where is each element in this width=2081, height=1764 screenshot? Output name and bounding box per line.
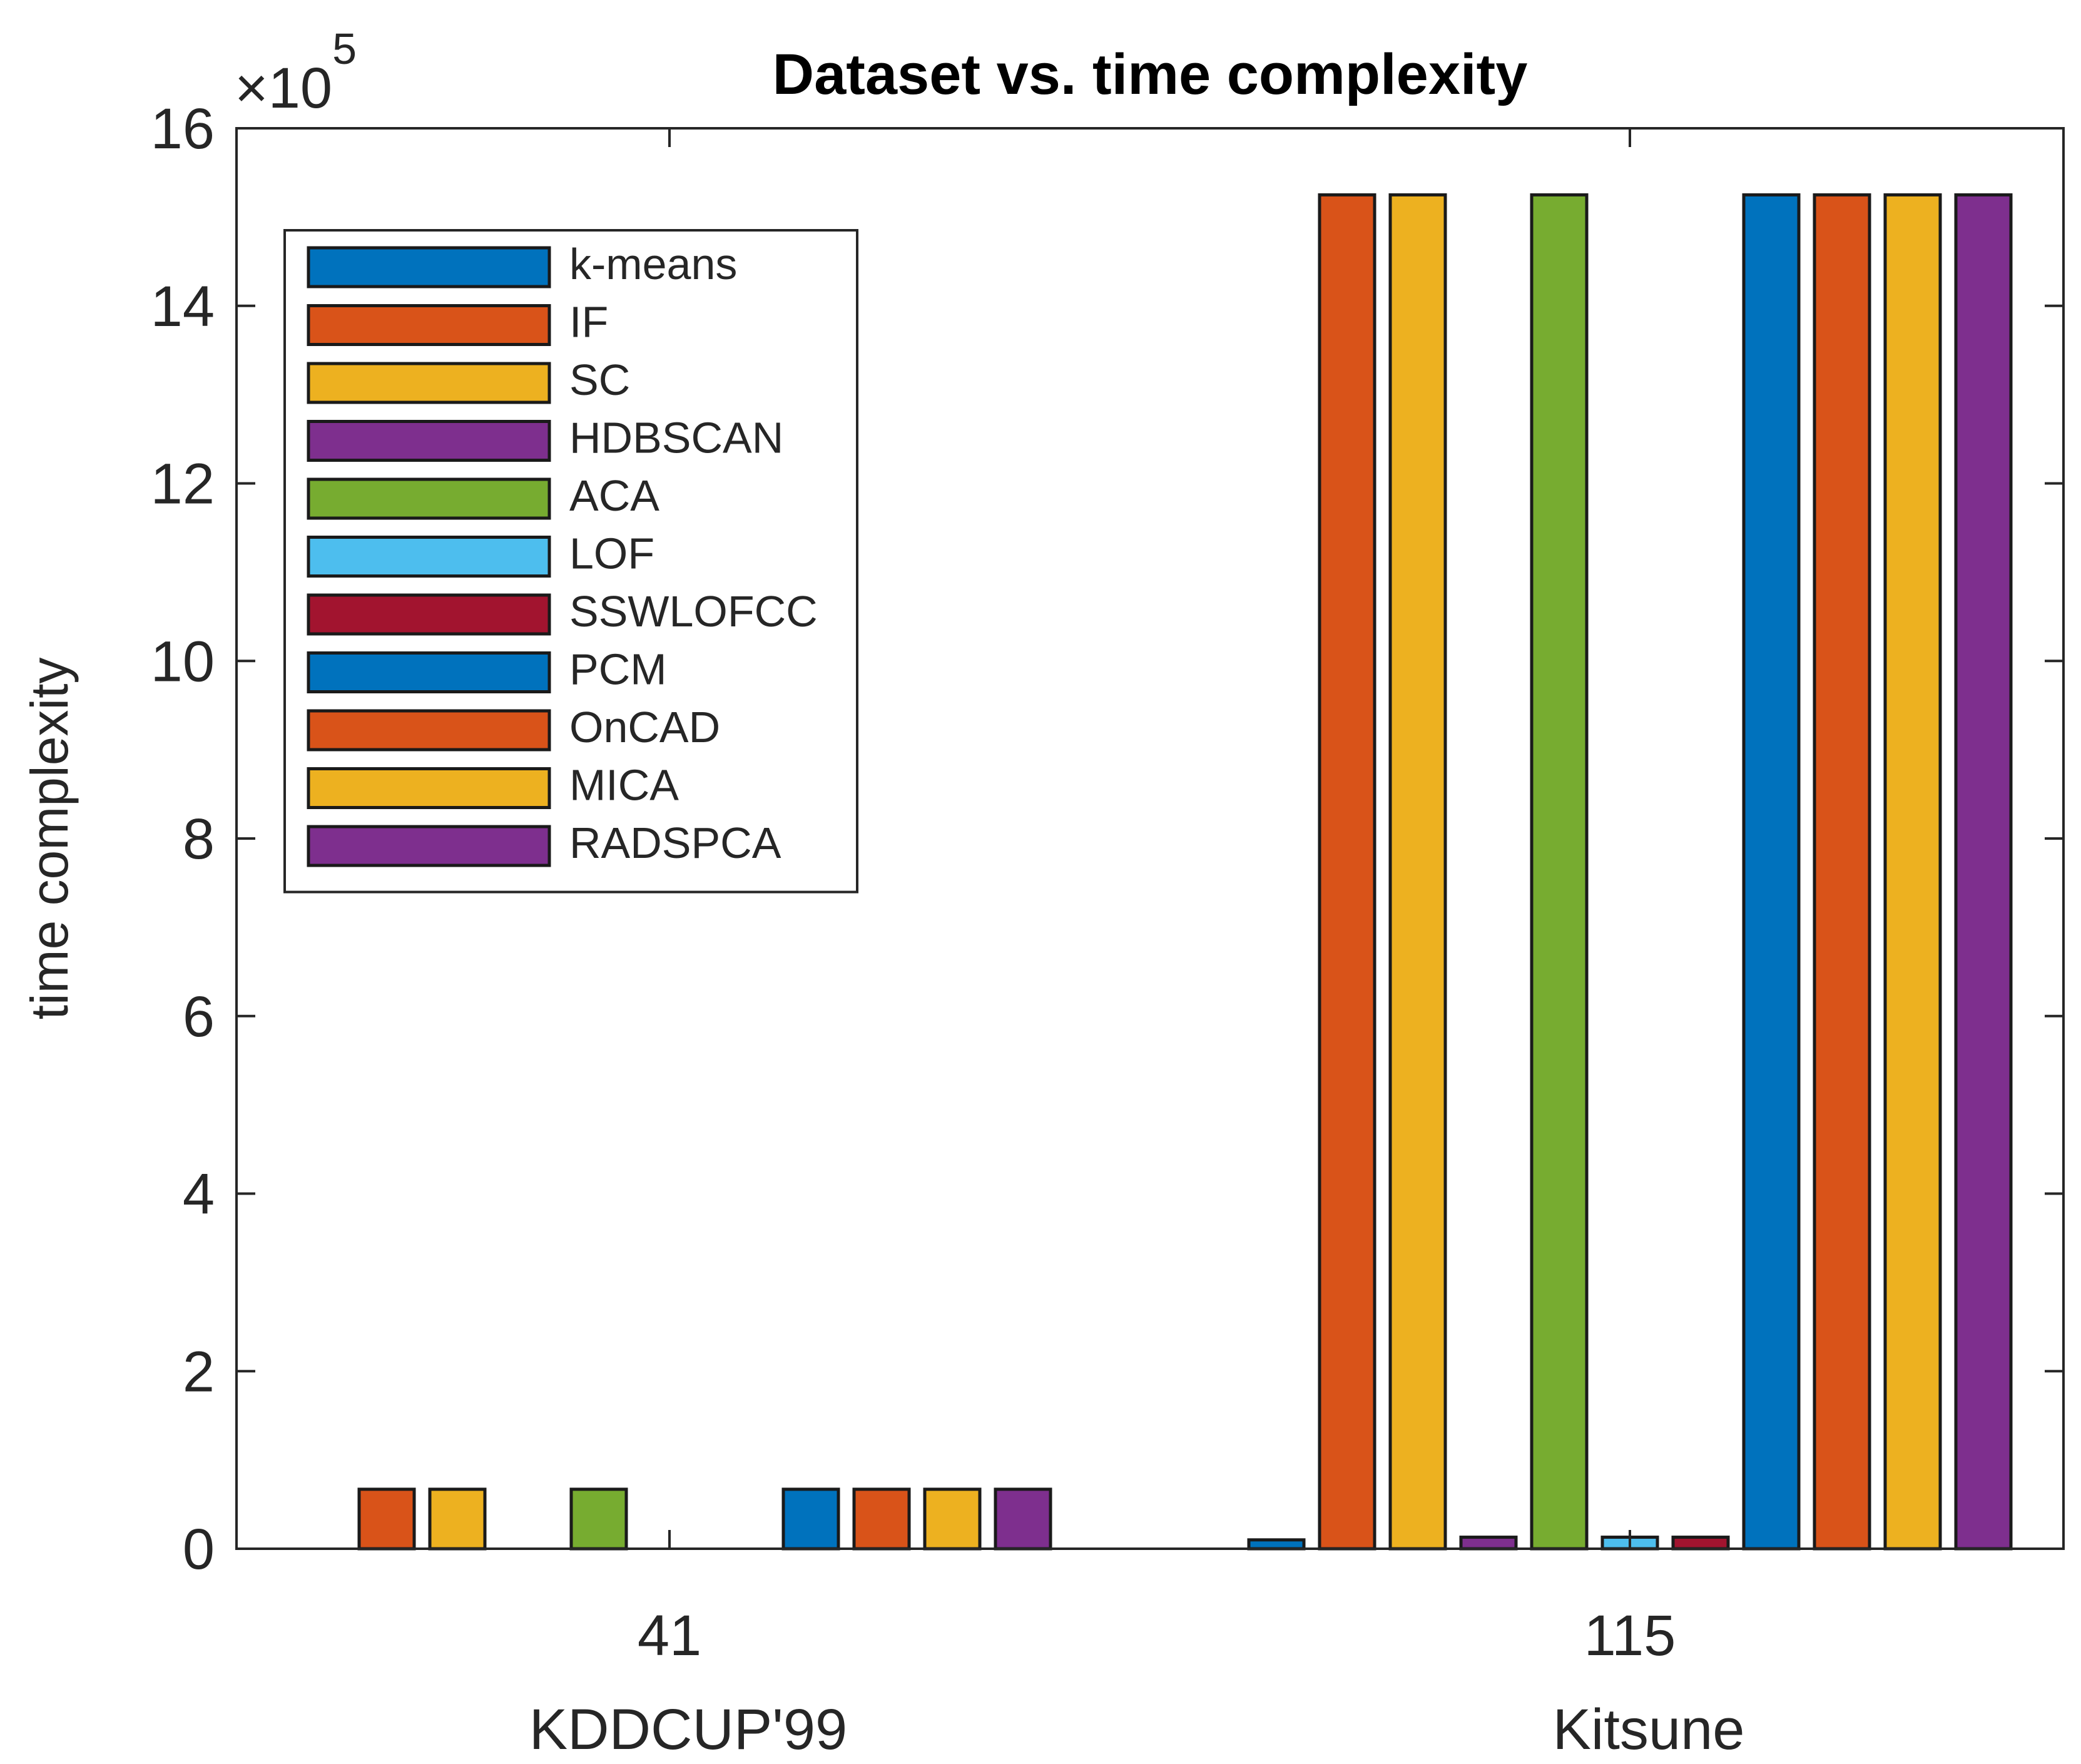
bar-mica-kitsune	[1883, 193, 1942, 1551]
legend-swatch	[307, 420, 551, 462]
bar-aca-kitsune	[1530, 193, 1589, 1551]
y-tick-label: 4	[183, 1163, 215, 1226]
y-tick-label: 0	[183, 1517, 215, 1581]
x-tick-label: 115	[1584, 1604, 1676, 1668]
legend-swatch	[307, 536, 551, 578]
legend-swatch	[307, 767, 551, 809]
legend-label: ACA	[569, 471, 659, 520]
bar-if-kitsune	[1318, 193, 1376, 1551]
y-tick-label: 12	[151, 452, 215, 516]
bar-sswlofcc-kitsune	[1671, 1536, 1730, 1551]
y-tick-label: 6	[183, 985, 215, 1049]
y-tick-label: 8	[183, 807, 215, 871]
y-tick-label: 10	[151, 630, 215, 693]
legend-label: PCM	[569, 645, 667, 694]
legend: k-means IF SC HDBSCAN ACA LOF SSWLOFCC PCM OnCAD…	[283, 229, 858, 894]
bar-aca-kddcup99	[569, 1487, 628, 1551]
legend-label: k-means	[569, 240, 737, 288]
legend-label: LOF	[569, 529, 654, 578]
x-category-label: Kitsune	[1553, 1698, 1745, 1761]
y-axis-exponent: ×105	[235, 24, 357, 120]
bar-if-kddcup99	[357, 1487, 416, 1551]
bar-hdbscan-kitsune	[1459, 1536, 1518, 1551]
legend-label: OnCAD	[569, 703, 720, 752]
chart-title: Dataset vs. time complexity	[773, 43, 1528, 106]
legend-swatch	[307, 593, 551, 636]
x-category-label: KDDCUP'99	[529, 1698, 847, 1761]
legend-swatch	[307, 362, 551, 404]
y-axis-label: time complexity	[20, 658, 79, 1020]
bar-radspca-kitsune	[1954, 193, 2013, 1551]
bar-pcm-kitsune	[1742, 193, 1801, 1551]
y-tick-label: 16	[151, 97, 215, 161]
y-exponent-power: 5	[332, 24, 357, 73]
bar-mica-kddcup99	[923, 1487, 982, 1551]
legend-swatch	[307, 825, 551, 867]
bar-pcm-kddcup99	[781, 1487, 840, 1551]
legend-swatch	[307, 477, 551, 520]
bars-layer	[357, 193, 2013, 1551]
legend-label: SC	[569, 355, 630, 404]
legend-label: SSWLOFCC	[569, 587, 818, 636]
legend-label: MICA	[569, 761, 679, 810]
bar-k-means-kitsune	[1247, 1538, 1306, 1551]
x-tick-label: 41	[638, 1604, 701, 1668]
bar-radspca-kddcup99	[994, 1487, 1052, 1551]
bar-sc-kitsune	[1388, 193, 1447, 1551]
y-tick-label: 2	[183, 1340, 215, 1404]
y-tick-label: 14	[151, 275, 215, 339]
legend-label: IF	[569, 298, 608, 347]
bar-oncad-kitsune	[1813, 193, 1871, 1551]
legend-label: RADSPCA	[569, 818, 781, 867]
y-exponent-base: ×10	[235, 56, 332, 120]
x-axis: 41 KDDCUP'99 115 Kitsune	[529, 128, 1745, 1761]
svg-text:×105: ×105	[235, 24, 357, 120]
bar-oncad-kddcup99	[852, 1487, 911, 1551]
legend-swatch	[307, 246, 551, 288]
y-axis: 0 2 4 6 8 10 12 14 16	[151, 97, 2063, 1581]
legend-label: HDBSCAN	[569, 414, 783, 462]
legend-swatch	[307, 304, 551, 346]
legend-swatch	[307, 709, 551, 752]
bar-sc-kddcup99	[428, 1487, 487, 1551]
legend-swatch	[307, 651, 551, 693]
